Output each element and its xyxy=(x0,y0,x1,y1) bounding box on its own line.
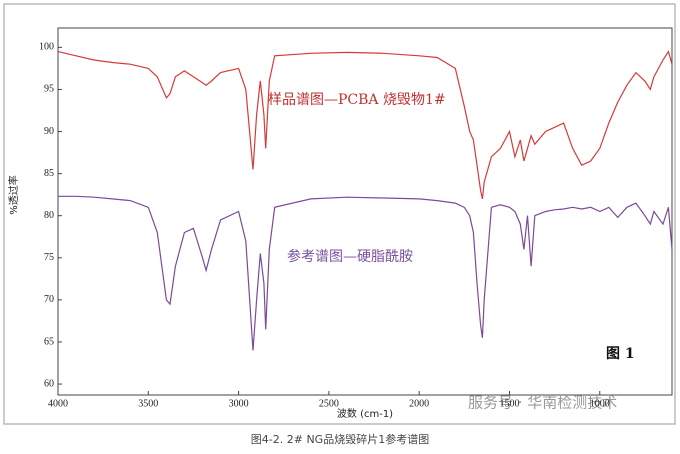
y-tick-label: 70 xyxy=(44,294,54,305)
x-tick-label: 4000 xyxy=(48,398,68,409)
x-tick-label: 2500 xyxy=(319,398,339,409)
annotation: 参考谱图—硬脂酰胺 xyxy=(287,248,413,265)
y-tick-label: 90 xyxy=(44,126,54,137)
watermark: 服务号 · 华南检测技术 xyxy=(468,394,617,412)
y-tick-label: 60 xyxy=(44,378,54,389)
screenshot-frame xyxy=(3,3,676,425)
caption: 图4-2. 2# NG品烧毁碎片1参考谱图 xyxy=(251,432,429,446)
annotation: 样品谱图—PCBA 烧毁物1# xyxy=(268,92,446,108)
y-tick-label: 65 xyxy=(44,336,54,347)
spectrum-line xyxy=(58,195,673,351)
x-tick-label: 2000 xyxy=(409,398,429,409)
y-tick-label: 80 xyxy=(44,210,54,221)
y-tick-label: 75 xyxy=(44,252,54,263)
x-tick-label: 1500 xyxy=(499,398,519,409)
figure-label: 图 1 xyxy=(606,346,635,362)
x-axis-label: 波数 (cm-1) xyxy=(337,407,393,420)
spectrum-line xyxy=(57,50,673,200)
x-tick-label: 1000 xyxy=(590,398,610,409)
y-tick-label: 100 xyxy=(39,42,54,53)
x-tick-label: 3500 xyxy=(138,398,158,409)
y-tick-label: 85 xyxy=(44,168,54,179)
y-axis-label: %透过率 xyxy=(7,175,20,215)
y-tick-label: 95 xyxy=(44,84,54,95)
plot-frame xyxy=(57,27,673,396)
x-tick-label: 3000 xyxy=(229,398,249,409)
